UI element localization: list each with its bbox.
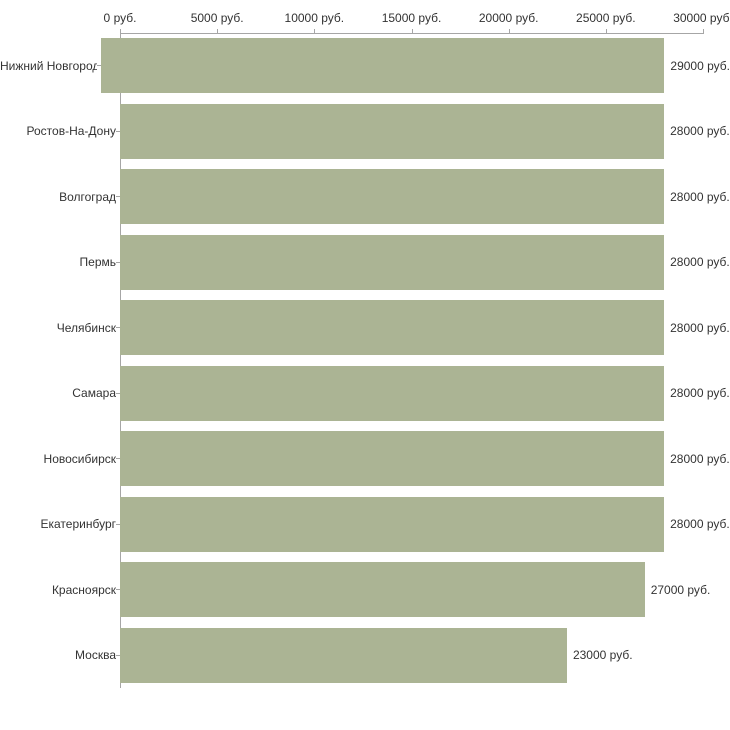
bar-area: 28000 руб.	[120, 164, 730, 230]
bar-row: Красноярск 27000 руб.	[0, 557, 730, 623]
value-label: 27000 руб.	[650, 582, 711, 597]
value-label: 28000 руб.	[670, 517, 730, 532]
bar-area: 28000 руб.	[120, 361, 730, 427]
x-axis-tick-label: 20000 руб.	[478, 11, 539, 25]
bar-area: 29000 руб.	[100, 33, 730, 99]
bar-row: Нижний Новгород 29000 руб.	[0, 33, 730, 99]
bar	[120, 169, 665, 225]
value-label: 28000 руб.	[670, 189, 730, 204]
x-axis-tick-label: 5000 руб.	[190, 11, 244, 25]
x-axis-tick-mark	[217, 29, 219, 33]
x-axis-tick-mark	[703, 29, 704, 33]
x-axis-tick-label: 10000 руб.	[284, 11, 345, 25]
y-axis-tick-mark	[96, 65, 101, 67]
bar-rows: Нижний Новгород 29000 руб. Ростов-На-Дону 2…	[0, 33, 730, 688]
value-label: 28000 руб.	[670, 451, 730, 466]
x-axis-tick-mark	[411, 29, 413, 33]
bar	[120, 431, 665, 487]
y-axis-tick-mark	[116, 261, 120, 263]
value-label: 28000 руб.	[670, 386, 730, 401]
value-label: 29000 руб.	[670, 58, 730, 73]
value-label: 28000 руб.	[670, 320, 730, 335]
y-axis-tick-mark	[116, 392, 120, 394]
category-label: Пермь	[79, 255, 116, 270]
y-axis-tick-mark	[116, 589, 120, 591]
bar-area: 28000 руб.	[120, 230, 730, 296]
x-axis-tick-mark	[605, 29, 607, 33]
value-label: 23000 руб.	[572, 648, 633, 663]
bar	[120, 496, 665, 552]
x-axis-tick-label: 30000 руб.	[673, 11, 730, 25]
category-label: Красноярск	[51, 582, 116, 597]
bar-row: Челябинск 28000 руб.	[0, 295, 730, 361]
x-axis-tick-label: 15000 руб.	[381, 11, 442, 25]
bar-area: 27000 руб.	[120, 557, 730, 623]
y-axis-tick-mark	[116, 196, 120, 198]
bar	[100, 38, 665, 94]
bar-row: Екатеринбург 28000 руб.	[0, 492, 730, 558]
x-axis-tick-mark	[120, 29, 121, 33]
bar	[120, 300, 665, 356]
bar-area: 28000 руб.	[120, 295, 730, 361]
value-label: 28000 руб.	[670, 255, 730, 270]
category-label: Челябинск	[56, 320, 116, 335]
x-axis-line	[120, 33, 704, 34]
y-axis-tick-mark	[116, 654, 120, 656]
bar	[120, 365, 665, 421]
y-axis-tick-mark	[116, 458, 120, 460]
bar-area: 23000 руб.	[120, 623, 730, 689]
y-axis-tick-mark	[116, 523, 120, 525]
category-label: Нижний Новгород	[0, 58, 97, 73]
bar-area: 28000 руб.	[120, 492, 730, 558]
category-label: Екатеринбург	[40, 517, 117, 532]
value-label: 28000 руб.	[670, 124, 730, 139]
x-axis-tick-label: 0 руб.	[103, 11, 137, 25]
x-axis-tick-label: 25000 руб.	[576, 11, 636, 25]
y-axis-line	[120, 33, 121, 688]
bar	[120, 627, 567, 683]
category-label: Волгоград	[59, 189, 116, 204]
bar-row: Ростов-На-Дону 28000 руб.	[0, 99, 730, 165]
bar	[120, 103, 665, 159]
bar-row: Новосибирск 28000 руб.	[0, 426, 730, 492]
x-axis: 0 руб. 5000 руб. 10000 руб. 15000 руб. 20000…	[104, 0, 730, 33]
bar-row: Волгоград 28000 руб.	[0, 164, 730, 230]
category-label: Новосибирск	[43, 451, 116, 466]
category-label: Самара	[72, 386, 116, 401]
bar-row: Пермь 28000 руб.	[0, 230, 730, 296]
bar-row: Самара 28000 руб.	[0, 361, 730, 427]
y-axis-tick-mark	[116, 327, 120, 329]
bar-area: 28000 руб.	[120, 426, 730, 492]
y-axis-tick-mark	[116, 130, 120, 132]
bar-area: 28000 руб.	[120, 99, 730, 165]
bar	[120, 234, 665, 290]
category-label: Москва	[75, 648, 116, 663]
x-axis-tick-mark	[508, 29, 510, 33]
category-label: Ростов-На-Дону	[26, 124, 116, 139]
x-axis-tick-mark	[314, 29, 316, 33]
bar-row: Москва 23000 руб.	[0, 623, 730, 689]
bar	[120, 562, 645, 618]
